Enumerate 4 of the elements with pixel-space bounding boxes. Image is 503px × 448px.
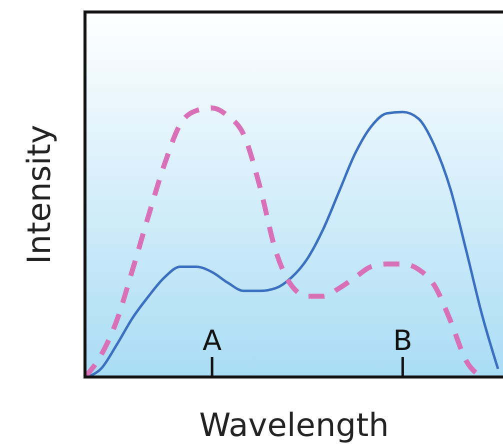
x-tick-label: A [202, 324, 222, 357]
x-tick-label: B [393, 324, 412, 357]
y-axis-title: Intensity [20, 124, 58, 264]
x-axis-title: Wavelength [199, 406, 389, 444]
